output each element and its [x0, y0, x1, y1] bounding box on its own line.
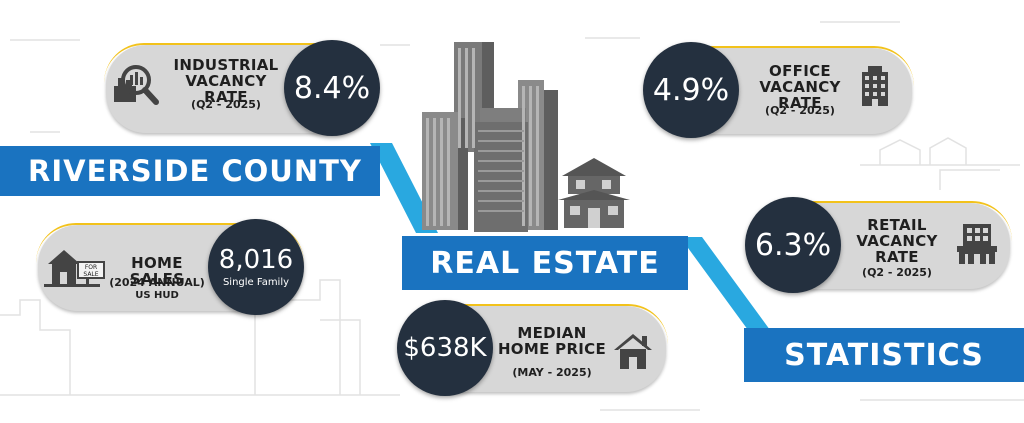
industrial-label-line2: VACANCY RATE — [185, 71, 267, 106]
two-story-house-illustration — [558, 158, 630, 228]
house-icon — [614, 334, 652, 369]
retail-value: 6.3% — [754, 227, 832, 263]
office-value: 4.9% — [652, 72, 730, 108]
median-price-value: $638K — [403, 333, 487, 363]
retail-value-circle: 6.3% — [745, 197, 841, 293]
home-sales-value-circle: 8,016 Single Family — [208, 219, 304, 315]
median-price-label-line1: MEDIAN — [517, 324, 587, 342]
median-price-label: MEDIAN HOME PRICE — [496, 324, 608, 358]
retail-label: RETAIL VACANCY RATE — [842, 216, 952, 266]
banner-county-text: RIVERSIDE COUNTY — [28, 154, 362, 188]
for-sale-sign-line2: SALE — [83, 271, 98, 278]
for-sale-house-icon: FOR SALE — [44, 250, 105, 287]
home-sales-value-note: Single Family — [222, 276, 290, 288]
industrial-magnifier-icon — [114, 65, 159, 105]
home-sales-source: US HUD — [135, 290, 179, 301]
industrial-label: INDUSTRIAL VACANCY RATE — [166, 56, 286, 106]
median-price-period: (MAY - 2025) — [512, 366, 592, 379]
retail-storefront-icon — [957, 224, 997, 264]
retail-label-line2: VACANCY RATE — [856, 231, 938, 266]
for-sale-sign-line1: FOR — [85, 264, 97, 271]
banner-real-estate: REAL ESTATE — [402, 236, 688, 290]
office-label-line1: OFFICE — [769, 62, 831, 80]
median-price-label-line2: HOME PRICE — [497, 339, 607, 358]
banner-real-estate-text: REAL ESTATE — [430, 245, 660, 281]
office-period: (Q2 - 2025) — [765, 104, 835, 117]
industrial-value: 8.4% — [293, 70, 371, 106]
office-building-icon — [862, 66, 888, 106]
retail-period: (Q2 - 2025) — [862, 266, 932, 279]
home-sales-label: HOME SALES — [129, 254, 185, 288]
home-sales-value: 8,016 — [218, 244, 294, 275]
skyscrapers-illustration — [422, 42, 558, 232]
banner-riverside-county: RIVERSIDE COUNTY — [0, 146, 380, 196]
industrial-label-line1: INDUSTRIAL — [173, 56, 279, 74]
banner-statistics-text: STATISTICS — [784, 337, 984, 373]
home-sales-period: (2024 ANNUAL) — [109, 276, 205, 289]
office-label-line2: VACANCY RATE — [759, 77, 841, 112]
office-value-circle: 4.9% — [643, 42, 739, 138]
industrial-period: (Q2 - 2025) — [191, 98, 261, 111]
office-label: OFFICE VACANCY RATE — [742, 62, 858, 112]
industrial-value-circle: 8.4% — [284, 40, 380, 136]
median-price-value-circle: $638K — [397, 300, 493, 396]
retail-label-line1: RETAIL — [867, 216, 927, 234]
banner-statistics: STATISTICS — [744, 328, 1024, 382]
